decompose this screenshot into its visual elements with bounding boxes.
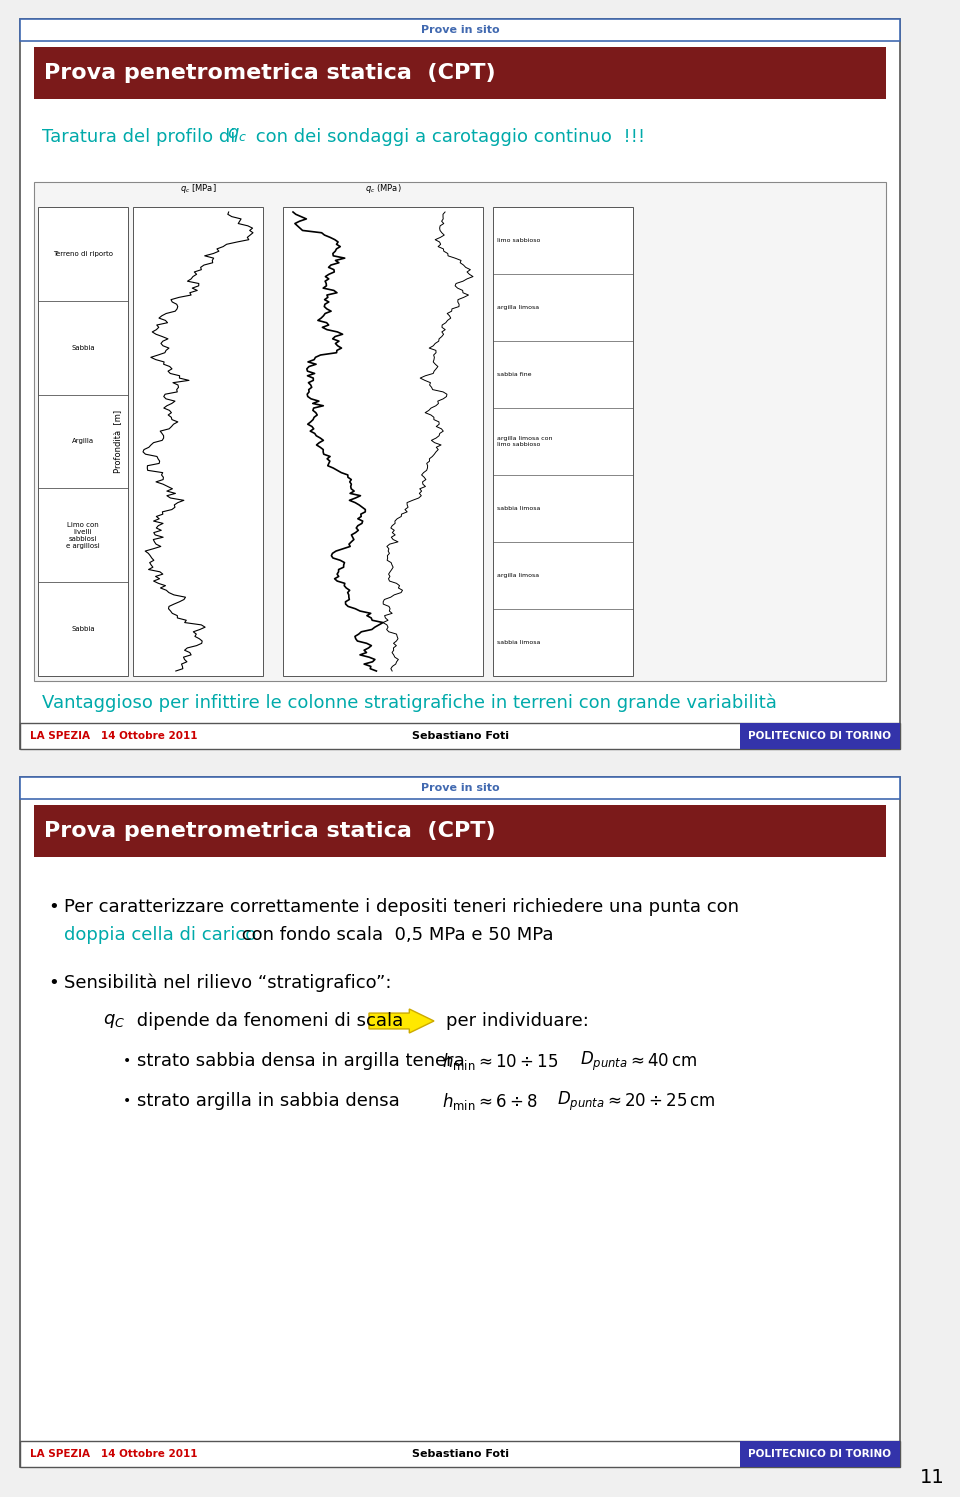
Text: $q_c$ (MPa): $q_c$ (MPa) — [365, 183, 401, 195]
Text: Sebastiano Foti: Sebastiano Foti — [412, 1449, 509, 1460]
Bar — [38, 207, 128, 677]
Text: $h_{\mathrm{min}} \approx 6 \div 8$: $h_{\mathrm{min}} \approx 6 \div 8$ — [442, 1090, 538, 1111]
Text: per individuare:: per individuare: — [446, 1012, 588, 1030]
Text: sabbia limosa: sabbia limosa — [497, 641, 540, 645]
Text: sabbia limosa: sabbia limosa — [497, 506, 540, 510]
Text: •: • — [48, 975, 59, 993]
Text: Taratura del profilo di: Taratura del profilo di — [42, 129, 247, 147]
Text: POLITECNICO DI TORINO: POLITECNICO DI TORINO — [749, 1449, 892, 1460]
Text: •: • — [48, 898, 59, 916]
Text: limo sabbioso: limo sabbioso — [497, 238, 540, 243]
Text: •: • — [123, 1094, 132, 1108]
Bar — [740, 723, 900, 748]
Text: Per caratterizzare correttamente i depositi teneri richiedere una punta con: Per caratterizzare correttamente i depos… — [64, 898, 739, 916]
Text: Sensibilità nel rilievo “stratigrafico”:: Sensibilità nel rilievo “stratigrafico”: — [64, 973, 392, 993]
Text: LA SPEZIA   14 Ottobre 2011: LA SPEZIA 14 Ottobre 2011 — [30, 1449, 198, 1460]
Text: strato argilla in sabbia densa: strato argilla in sabbia densa — [137, 1091, 399, 1109]
Bar — [740, 1442, 900, 1467]
Text: Limo con
livelli
sabbiosi
e argillosi: Limo con livelli sabbiosi e argillosi — [66, 522, 100, 549]
Bar — [20, 777, 900, 799]
Bar — [20, 19, 900, 40]
Text: •: • — [123, 1054, 132, 1067]
Text: con fondo scala  0,5 MPa e 50 MPa: con fondo scala 0,5 MPa e 50 MPa — [235, 927, 553, 945]
Bar — [34, 46, 886, 99]
Bar — [493, 207, 633, 677]
Text: Argilla: Argilla — [72, 439, 94, 445]
Text: Sabbia: Sabbia — [71, 626, 95, 632]
Bar — [20, 1442, 900, 1467]
Text: $D_{\mathit{punta}}$: $D_{\mathit{punta}}$ — [557, 1090, 605, 1112]
Text: sabbia fine: sabbia fine — [497, 371, 532, 377]
Bar — [34, 183, 886, 681]
Text: Sabbia: Sabbia — [71, 344, 95, 350]
Text: doppia cella di carico: doppia cella di carico — [64, 927, 256, 945]
Text: argilla limosa con
limo sabbioso: argilla limosa con limo sabbioso — [497, 436, 553, 448]
Text: dipende da fenomeni di scala: dipende da fenomeni di scala — [131, 1012, 403, 1030]
Text: con dei sondaggi a carotaggio continuo  !!!: con dei sondaggi a carotaggio continuo !… — [250, 129, 645, 147]
Text: Terreno di riporto: Terreno di riporto — [53, 251, 113, 257]
Text: argilla limosa: argilla limosa — [497, 573, 540, 578]
Text: strato sabbia densa in argilla tenera: strato sabbia densa in argilla tenera — [137, 1052, 465, 1070]
Text: $\approx 40\,\mathrm{cm}$: $\approx 40\,\mathrm{cm}$ — [627, 1052, 697, 1070]
Bar — [34, 805, 886, 856]
Text: Sebastiano Foti: Sebastiano Foti — [412, 731, 509, 741]
Bar — [20, 723, 900, 748]
Text: Prove in sito: Prove in sito — [420, 783, 499, 793]
Text: $D_{\mathit{punta}}$: $D_{\mathit{punta}}$ — [580, 1049, 628, 1072]
Text: Prove in sito: Prove in sito — [420, 25, 499, 34]
Text: 11: 11 — [921, 1469, 945, 1487]
Bar — [283, 207, 483, 677]
Bar — [20, 19, 900, 748]
Text: Profondità  [m]: Profondità [m] — [113, 410, 123, 473]
Text: LA SPEZIA   14 Ottobre 2011: LA SPEZIA 14 Ottobre 2011 — [30, 731, 198, 741]
Text: Prova penetrometrica statica  (CPT): Prova penetrometrica statica (CPT) — [44, 820, 495, 841]
Text: $q_C$: $q_C$ — [103, 1012, 125, 1030]
Text: $h_{\mathrm{min}} \approx 10 \div 15$: $h_{\mathrm{min}} \approx 10 \div 15$ — [442, 1051, 559, 1072]
Text: Vantaggioso per infittire le colonne stratigrafiche in terreni con grande variab: Vantaggioso per infittire le colonne str… — [42, 693, 777, 713]
Bar — [20, 777, 900, 1467]
Text: argilla limosa: argilla limosa — [497, 305, 540, 310]
Text: Prova penetrometrica statica  (CPT): Prova penetrometrica statica (CPT) — [44, 63, 495, 82]
Text: $\approx 20 \div 25\,\mathrm{cm}$: $\approx 20 \div 25\,\mathrm{cm}$ — [604, 1091, 716, 1109]
Bar — [133, 207, 263, 677]
Text: POLITECNICO DI TORINO: POLITECNICO DI TORINO — [749, 731, 892, 741]
Text: $q_c$ [MPa]: $q_c$ [MPa] — [180, 183, 216, 195]
Text: $q_c$: $q_c$ — [227, 126, 247, 144]
Polygon shape — [369, 1009, 434, 1033]
